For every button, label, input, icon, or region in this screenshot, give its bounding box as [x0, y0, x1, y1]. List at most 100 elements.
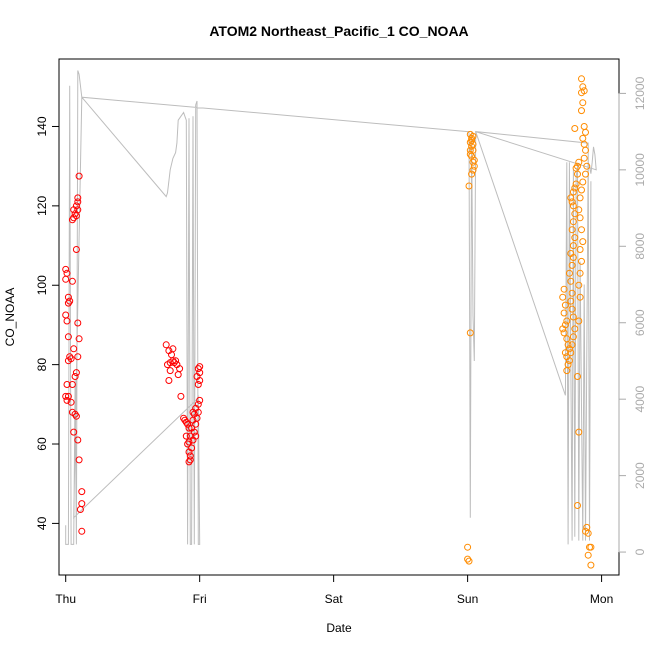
x-tick-label: Fri: [193, 592, 207, 606]
y-tick-label: 60: [35, 437, 49, 451]
data-point: [580, 87, 588, 95]
data-point: [574, 502, 581, 509]
data-point: [563, 367, 571, 375]
data-point: [582, 170, 589, 178]
data-point: [576, 194, 584, 202]
data-point: [587, 561, 595, 569]
data-point: [567, 194, 575, 202]
data-point: [194, 400, 202, 408]
altitude-line-layer: [65, 70, 597, 545]
data-point: [583, 523, 591, 531]
data-point: [194, 365, 202, 373]
data-point: [567, 277, 575, 285]
data-point: [576, 214, 584, 222]
data-point: [561, 301, 569, 309]
data-point: [568, 305, 576, 313]
data-point: [576, 293, 584, 301]
data-point: [192, 432, 200, 440]
chart-title: ATOM2 Northeast_Pacific_1 CO_NOAA: [209, 23, 468, 39]
data-point: [580, 154, 588, 162]
data-point: [565, 357, 573, 365]
data-point: [68, 381, 76, 388]
right-y-tick-label: 2000: [633, 462, 647, 489]
data-point: [468, 134, 476, 142]
data-point: [564, 341, 572, 349]
data-point: [469, 146, 477, 154]
y-axis-label: CO_NOAA: [3, 288, 17, 347]
scatter-points-layer: [62, 75, 595, 569]
data-point: [189, 416, 197, 424]
data-point: [468, 136, 476, 144]
data-point: [78, 488, 86, 496]
y-tick-label: 100: [35, 275, 49, 295]
right-y-tick-label: 6000: [633, 309, 647, 336]
data-point: [567, 250, 575, 257]
data-point: [571, 184, 579, 192]
data-point: [184, 420, 192, 428]
data-point: [168, 351, 175, 359]
data-point: [569, 333, 577, 341]
data-point: [568, 226, 576, 234]
data-point: [563, 317, 571, 325]
data-point: [62, 311, 70, 319]
data-point: [565, 269, 573, 277]
data-point: [578, 186, 585, 194]
data-point: [166, 367, 174, 375]
data-point: [572, 164, 580, 172]
data-point: [66, 353, 74, 361]
data-point: [567, 297, 575, 305]
data-point: [575, 158, 583, 166]
right-y-tick-label: 0: [633, 548, 647, 555]
data-point: [575, 317, 583, 325]
data-point: [67, 398, 75, 406]
data-point: [560, 309, 568, 317]
data-point: [559, 293, 567, 301]
data-point: [574, 162, 581, 170]
right-y-tick-label: 10000: [633, 153, 647, 187]
data-point: [63, 381, 71, 388]
y-tick-label: 140: [35, 116, 49, 136]
data-point: [579, 83, 587, 91]
data-point: [578, 257, 585, 265]
right-y-tick-label: 8000: [633, 233, 647, 260]
data-point: [561, 349, 569, 357]
data-point: [196, 363, 204, 371]
data-point: [587, 543, 595, 551]
data-point: [465, 557, 473, 565]
data-point: [165, 377, 173, 384]
data-point: [74, 206, 82, 214]
data-point: [72, 246, 80, 253]
data-point: [75, 172, 83, 180]
data-point: [185, 438, 193, 446]
data-point: [68, 216, 76, 224]
altitude-line: [65, 70, 597, 545]
data-point: [62, 275, 70, 283]
data-point: [583, 162, 591, 170]
data-point: [560, 285, 568, 293]
data-point: [62, 265, 70, 273]
data-point: [70, 345, 78, 353]
y-tick-label: 40: [35, 516, 49, 530]
data-point: [162, 341, 170, 349]
data-point: [188, 424, 196, 432]
data-point: [74, 319, 82, 327]
data-point: [569, 218, 577, 226]
data-point: [74, 194, 82, 202]
data-point: [71, 373, 79, 380]
data-point: [64, 357, 72, 365]
data-point: [568, 341, 576, 349]
data-point: [469, 132, 477, 140]
data-point: [571, 210, 579, 218]
data-point: [185, 424, 193, 432]
data-point: [78, 500, 86, 508]
data-point: [75, 335, 83, 343]
data-point: [569, 188, 577, 196]
x-axis-label: Date: [326, 621, 352, 635]
data-point: [68, 277, 76, 285]
data-point: [189, 408, 197, 416]
right-y-axis: 0 2000 4000 6000 8000 10000 12000: [618, 76, 647, 555]
data-point: [579, 178, 587, 186]
data-point: [72, 369, 80, 377]
data-point: [71, 410, 79, 418]
